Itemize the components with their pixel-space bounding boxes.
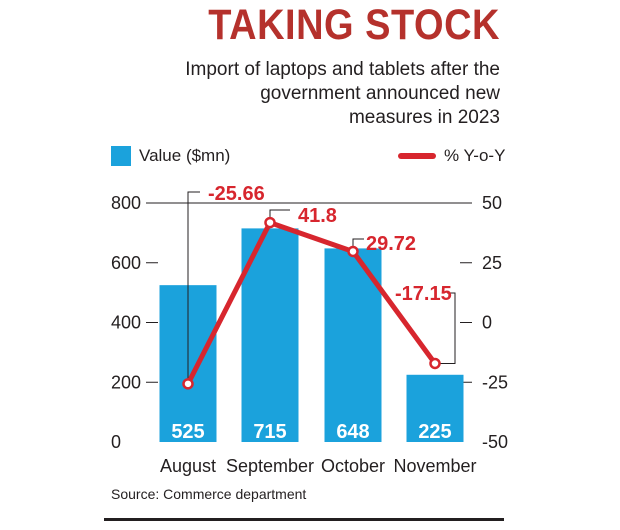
bar-value-label: 525	[171, 421, 204, 443]
y-left-tick-label: 0	[111, 432, 121, 452]
chart-subtitle: Import of laptops and tablets after the …	[80, 58, 500, 130]
y-right-tick-label: 0	[482, 313, 492, 333]
line-label-leader	[187, 191, 200, 384]
legend-line-swatch	[398, 153, 436, 159]
subtitle-line-2: government announced new	[260, 83, 500, 104]
bar-value-label: 225	[418, 421, 451, 443]
subtitle-line-3: measures in 2023	[348, 107, 500, 128]
y-left-tick-label: 400	[111, 313, 141, 333]
legend-line-label: % Y-o-Y	[444, 146, 506, 165]
legend-bar-label: Value ($mn)	[139, 146, 231, 165]
y-right-tick-label: -50	[482, 432, 508, 452]
yoy-line	[185, 220, 438, 387]
bar-value-label: 715	[253, 421, 286, 443]
x-tick-label: August	[160, 456, 216, 476]
yoy-value-label: -25.66	[208, 183, 265, 205]
legend-bar-entry: Value ($mn)	[111, 146, 230, 166]
y-left-tick-label: 800	[111, 193, 141, 213]
yoy-point	[264, 216, 276, 229]
legend-bar-swatch	[111, 146, 131, 166]
bar-november	[406, 374, 464, 442]
x-tick-label: October	[321, 456, 385, 476]
y-right-tick-label: -25	[482, 372, 508, 392]
yoy-value-label: 29.72	[366, 233, 416, 255]
bottom-rule	[104, 518, 504, 521]
source-note: Source: Commerce department	[111, 486, 307, 502]
yoy-point	[347, 245, 359, 258]
y-left-tick-label: 600	[111, 253, 141, 273]
x-tick-label: November	[393, 456, 476, 476]
subtitle-line-1: Import of laptops and tablets after the	[185, 59, 500, 80]
yoy-point	[182, 378, 194, 390]
bar-value-label: 648	[336, 421, 369, 443]
yoy-point	[429, 357, 441, 370]
y-right-tick-label: 50	[482, 193, 502, 213]
legend-line-entry: % Y-o-Y	[398, 146, 505, 166]
yoy-value-label: 41.8	[298, 205, 337, 227]
y-left-tick-label: 200	[111, 372, 141, 392]
x-tick-label: September	[226, 456, 314, 476]
y-right-tick-label: 25	[482, 253, 502, 273]
yoy-value-label: -17.15	[395, 283, 452, 305]
chart-title: TAKING STOCK	[208, 2, 500, 50]
line-label-leader	[435, 292, 456, 364]
